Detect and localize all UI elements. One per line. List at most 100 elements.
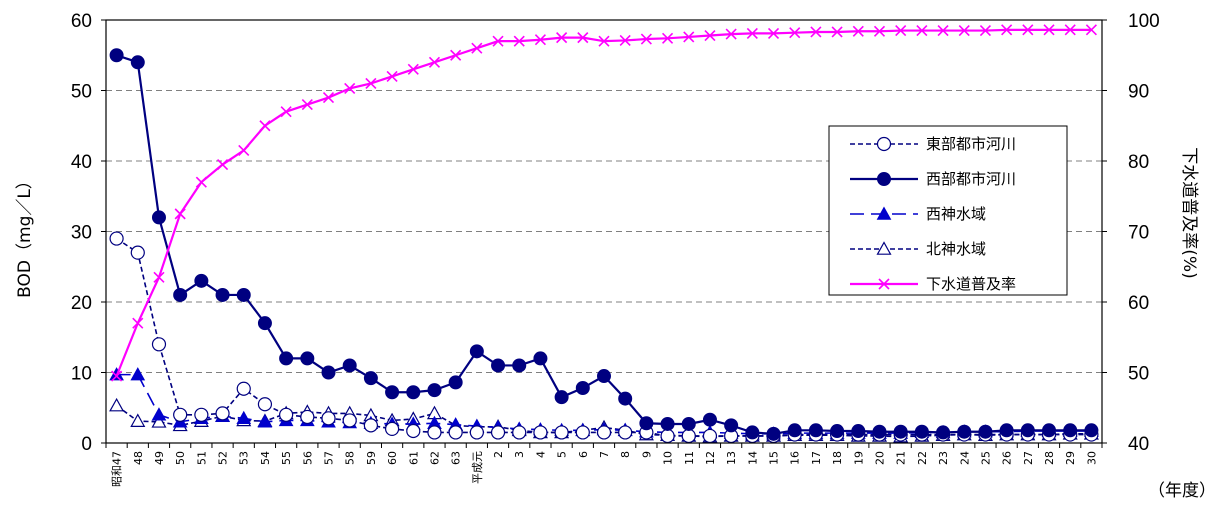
data-point	[151, 337, 167, 352]
data-point	[831, 26, 843, 38]
data-point	[174, 208, 186, 220]
data-point	[851, 424, 866, 439]
data-point	[534, 34, 546, 46]
data-point-stroke	[878, 278, 890, 290]
data-point	[556, 32, 568, 44]
data-point-stroke	[153, 271, 165, 283]
x-tick-label: 平成元	[471, 451, 484, 484]
data-point	[999, 423, 1014, 438]
data-point-stroke	[916, 25, 928, 37]
x-tick-label: 8	[619, 451, 632, 458]
data-point-stroke	[1043, 24, 1055, 36]
data-point	[660, 428, 675, 444]
data-point	[554, 425, 569, 440]
data-point	[683, 31, 695, 43]
legend-label: 下水道普及率	[926, 275, 1016, 293]
x-tick-label: 61	[407, 451, 420, 465]
series-line	[116, 404, 1092, 438]
x-tick-label: 62	[428, 451, 441, 465]
y-tick-label: 10	[71, 364, 92, 385]
x-tick-label: 57	[323, 451, 336, 465]
data-point-stroke	[428, 56, 441, 68]
data-point	[618, 425, 633, 440]
data-point	[342, 358, 357, 373]
data-point	[618, 391, 633, 406]
data-point-stroke	[1064, 24, 1076, 36]
x-tick-label: 14	[746, 451, 759, 465]
data-point-stroke	[937, 25, 949, 37]
data-point	[639, 416, 654, 431]
x-tick-label: 52	[217, 451, 230, 465]
x-tick-label: 6	[577, 451, 590, 458]
data-point	[575, 425, 590, 440]
data-point	[130, 367, 146, 381]
data-point	[876, 206, 892, 220]
data-point	[194, 407, 209, 422]
data-point-stroke	[683, 31, 695, 43]
data-point	[554, 390, 569, 405]
right-axis-ticks: 40 50 60 70 80 90 100	[1102, 11, 1160, 455]
data-point	[876, 136, 892, 152]
data-point	[385, 385, 400, 400]
x-tick-label: 54	[259, 451, 272, 465]
data-point	[321, 365, 336, 380]
data-point	[490, 425, 506, 440]
data-point	[238, 144, 250, 156]
data-point	[130, 245, 145, 260]
legend-label: 西神水域	[926, 205, 986, 223]
data-point	[878, 278, 890, 290]
data-point-stroke	[111, 370, 123, 382]
data-point-stroke	[1022, 24, 1034, 36]
y-tick-label: 30	[71, 223, 92, 244]
data-point	[259, 120, 271, 132]
data-point	[916, 25, 928, 37]
data-point	[257, 414, 273, 428]
data-point	[469, 344, 484, 359]
data-point	[132, 317, 144, 329]
data-point	[873, 25, 886, 37]
left-axis-label: BOD（mg／L）	[15, 172, 35, 298]
data-point	[236, 410, 252, 425]
x-axis-unit: （年度）	[1148, 481, 1216, 501]
x-tick-label: 25	[979, 451, 992, 465]
data-point	[681, 416, 696, 431]
data-point-stroke	[556, 32, 568, 44]
data-point	[428, 56, 441, 68]
x-tick-label: 51	[195, 451, 208, 465]
data-point	[936, 425, 951, 440]
y2-tick-label: 100	[1128, 11, 1160, 32]
data-point	[321, 411, 336, 426]
y2-tick-label: 80	[1128, 152, 1149, 173]
x-tick-label: 60	[386, 451, 399, 465]
x-tick-label: 29	[1064, 451, 1077, 465]
data-point	[893, 424, 908, 439]
x-tick-label: 27	[1022, 451, 1035, 465]
data-point	[195, 176, 207, 188]
data-point	[492, 35, 504, 47]
right-axis-label-text: 下水道普及率(%)	[1179, 147, 1199, 278]
data-point-stroke	[746, 27, 758, 39]
data-point	[257, 316, 272, 331]
x-tick-label: 7	[598, 451, 611, 458]
data-point-stroke	[301, 99, 313, 111]
legend-label: 西部都市河川	[926, 170, 1016, 188]
data-point	[342, 413, 357, 428]
data-point	[533, 425, 548, 440]
data-point	[407, 63, 419, 75]
data-point	[704, 29, 716, 42]
data-point	[877, 172, 891, 186]
data-point	[215, 406, 230, 421]
data-point-stroke	[132, 317, 144, 329]
data-point-stroke	[725, 28, 737, 40]
data-point	[767, 27, 780, 39]
legend-label: 東部都市河川	[926, 135, 1016, 153]
data-point	[173, 287, 188, 302]
data-point-stroke	[280, 106, 292, 118]
data-point-stroke	[662, 32, 674, 44]
x-tick-label: 24	[958, 451, 971, 465]
data-point	[386, 70, 398, 82]
y2-tick-label: 60	[1128, 293, 1149, 314]
data-point	[830, 424, 845, 439]
data-point	[808, 423, 823, 438]
data-point-stroke	[322, 91, 335, 104]
